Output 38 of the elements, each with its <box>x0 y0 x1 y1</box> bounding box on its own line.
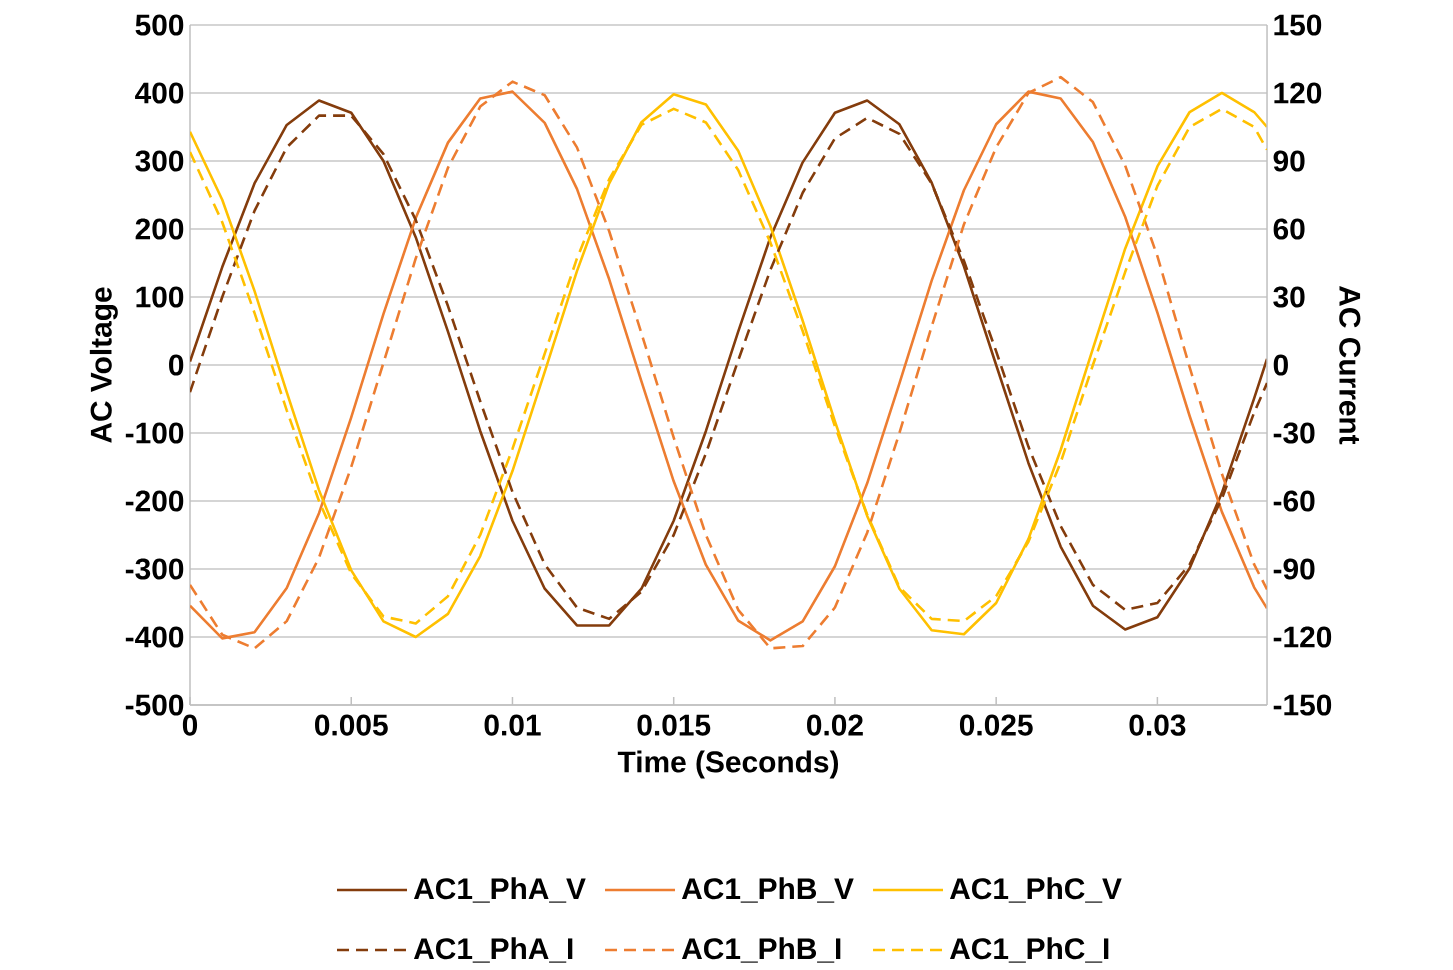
y-tick-label: -100 <box>125 422 184 444</box>
x-tick-label: 0.025 <box>959 714 1033 736</box>
x-tick-label: 0.015 <box>637 714 711 736</box>
y2-axis-title: AC Current <box>1339 286 1361 445</box>
y2-tick-label: 150 <box>1274 14 1322 36</box>
legend-label: AC1_PhC_V <box>949 877 1122 903</box>
y-axis-title: AC Voltage <box>89 287 118 443</box>
y2-tick-label: -30 <box>1273 422 1315 444</box>
y-tick-label: -500 <box>125 694 184 716</box>
y-tick-label: -200 <box>125 490 184 512</box>
y-tick-label: -300 <box>125 558 184 580</box>
y2-tick-label: 60 <box>1273 218 1305 240</box>
y2-tick-label: 0 <box>1273 354 1288 376</box>
legend-label: AC1_PhB_V <box>681 877 854 903</box>
y2-tick-label: -150 <box>1273 694 1332 716</box>
y-tick-label: 100 <box>136 286 184 308</box>
y2-tick-label: -90 <box>1273 558 1315 580</box>
x-tick-label: 0.01 <box>484 714 541 736</box>
y2-tick-label: 120 <box>1274 82 1322 104</box>
x-tick-label: 0.03 <box>1129 714 1186 736</box>
legend-label: AC1_PhB_I <box>681 937 841 963</box>
y-tick-label: -400 <box>125 626 184 648</box>
y-tick-label: 0 <box>169 354 184 376</box>
y2-tick-label: -120 <box>1273 626 1332 648</box>
y2-tick-label: -60 <box>1273 490 1315 512</box>
x-tick-label: 0.005 <box>315 714 388 736</box>
y2-tick-label: 90 <box>1273 150 1305 172</box>
legend-label: AC1_PhA_V <box>413 877 586 903</box>
y-tick-label: 200 <box>135 218 184 240</box>
x-tick-label: 0 <box>182 714 198 736</box>
legend-label: AC1_PhC_I <box>949 937 1109 963</box>
legend-label: AC1_PhA_I <box>413 937 573 963</box>
y-tick-label: 400 <box>135 82 184 104</box>
y-tick-label: 300 <box>135 150 184 172</box>
x-tick-label: 0.02 <box>807 714 863 736</box>
x-axis-title: Time (Seconds) <box>617 750 839 779</box>
y-tick-label: 500 <box>135 14 184 36</box>
y2-tick-label: 30 <box>1273 286 1305 308</box>
